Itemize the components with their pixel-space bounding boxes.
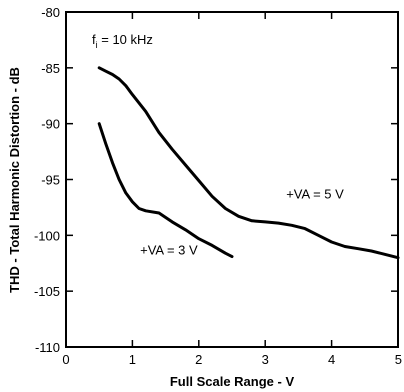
x-tick-label: 0: [62, 352, 69, 367]
series-line-va-5v: [97, 66, 400, 260]
annotations: +VA = 5 V +VA = 3 V: [140, 186, 344, 257]
y-tick-label: -110: [35, 340, 60, 355]
y-axis-title: THD - Total Harmonic Distortion - dB: [7, 67, 22, 293]
y-tick-label: -105: [34, 284, 60, 299]
series-annotation: +VA = 5 V: [286, 186, 344, 201]
x-tick-label: 1: [129, 352, 136, 367]
y-tick-label: -90: [41, 117, 60, 132]
x-tick-label: 2: [195, 352, 202, 367]
x-axis-title: Full Scale Range - V: [170, 374, 295, 389]
condition-prefix: f: [92, 32, 96, 47]
y-axis-ticks: -80 -85 -90 -95 -100 -105 -110: [34, 5, 398, 355]
condition-subscript: i: [96, 40, 98, 50]
y-tick-label: -95: [41, 173, 60, 188]
x-tick-label: 4: [328, 352, 335, 367]
condition-suffix: = 10 kHz: [98, 32, 153, 47]
condition-label: fi = 10 kHz: [92, 32, 153, 50]
plot-frame: [65, 11, 399, 348]
y-tick-label: -85: [41, 61, 60, 76]
x-tick-label: 3: [262, 352, 269, 367]
series-line-va-3v: [97, 122, 234, 259]
series-annotation: +VA = 3 V: [140, 242, 198, 257]
x-tick-label: 5: [395, 352, 402, 367]
data-series: [97, 66, 400, 260]
x-axis-ticks: 0 1 2 3 4 5: [62, 12, 402, 367]
y-tick-label: -80: [41, 5, 60, 20]
y-tick-label: -100: [34, 228, 60, 243]
